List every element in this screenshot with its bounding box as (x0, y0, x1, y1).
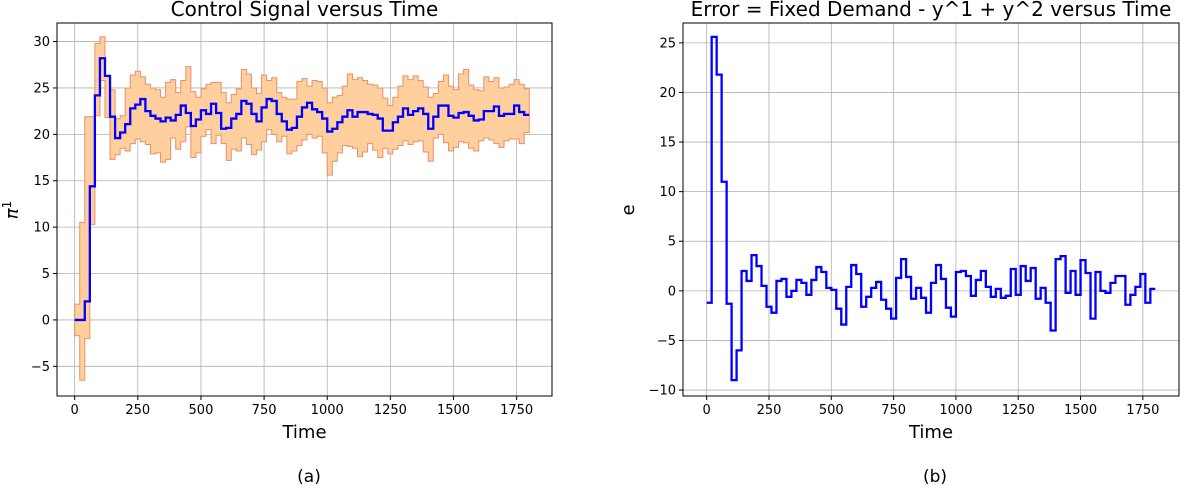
error-series (706, 35, 1156, 382)
caption-a: (a) (297, 467, 321, 486)
plot-area-b (683, 23, 1179, 396)
x-tick-label: 1500 (1064, 403, 1097, 418)
series-line (74, 57, 530, 322)
axes-frame-b (682, 22, 1180, 397)
y-tick-label: 25 (659, 36, 676, 51)
caption-b: (b) (923, 467, 947, 486)
y-tick-label: 15 (33, 174, 50, 189)
y-tick-label: −5 (657, 334, 676, 349)
axes-frame-a (56, 22, 553, 397)
y-axis-label-superscript: 1 (0, 201, 14, 209)
series-line (706, 35, 1156, 382)
x-tick-label: 0 (703, 403, 711, 418)
y-tick-label: 5 (42, 267, 50, 282)
y-tick-label: 10 (659, 185, 676, 200)
y-tick-label: −5 (31, 360, 50, 375)
ticks-a: 0 250 500 750 1000 1250 1500 1750 −5 0 5 10 15 20 25 30 (31, 35, 533, 418)
confidence-band-a (74, 36, 530, 381)
x-tick-label: 1750 (1126, 403, 1159, 418)
x-tick-label: 750 (252, 403, 277, 418)
y-tick-label: 5 (668, 235, 676, 250)
y-axis-label-b: e (618, 204, 639, 215)
x-tick-label: 750 (881, 403, 906, 418)
y-tick-label: −10 (649, 384, 676, 399)
y-axis-label-symbol: π (2, 207, 23, 219)
x-tick-label: 0 (71, 403, 79, 418)
y-tick-label: 0 (668, 284, 676, 299)
ticks-b: 0 250 500 750 1000 1250 1500 1750 −10 −5 0 5 10 15 20 2… (649, 36, 1160, 418)
x-tick-label: 1250 (374, 403, 407, 418)
y-axis-label-a: π1 (0, 201, 23, 219)
x-tick-label: 250 (757, 403, 782, 418)
x-tick-label: 1750 (500, 403, 533, 418)
x-tick-label: 1000 (939, 403, 972, 418)
control-signal-series (74, 57, 530, 322)
x-axis-label-a: Time (281, 422, 326, 443)
chart-title-a: Control Signal versus Time (171, 0, 439, 21)
confidence-band-area (74, 36, 530, 381)
x-tick-label: 1000 (311, 403, 344, 418)
x-tick-label: 250 (125, 403, 150, 418)
chart-panel-a: 0 250 500 750 1000 1250 1500 1750 −5 0 5 10 15 20 25 30… (0, 0, 553, 486)
y-tick-label: 30 (33, 35, 50, 50)
chart-panel-b: 0 250 500 750 1000 1250 1500 1750 −10 −5 0 5 10 15 20 2… (618, 0, 1180, 486)
y-tick-label: 10 (33, 221, 50, 236)
x-tick-label: 1250 (1002, 403, 1035, 418)
x-tick-label: 1500 (437, 403, 470, 418)
y-tick-label: 20 (33, 128, 50, 143)
x-tick-label: 500 (819, 403, 844, 418)
y-tick-label: 15 (659, 136, 676, 151)
y-tick-label: 20 (659, 86, 676, 101)
x-tick-label: 500 (189, 403, 214, 418)
y-tick-label: 0 (42, 313, 50, 328)
x-axis-label-b: Time (908, 422, 953, 443)
chart-title-b: Error = Fixed Demand - y^1 + y^2 versus … (691, 0, 1172, 21)
y-tick-label: 25 (33, 81, 50, 96)
